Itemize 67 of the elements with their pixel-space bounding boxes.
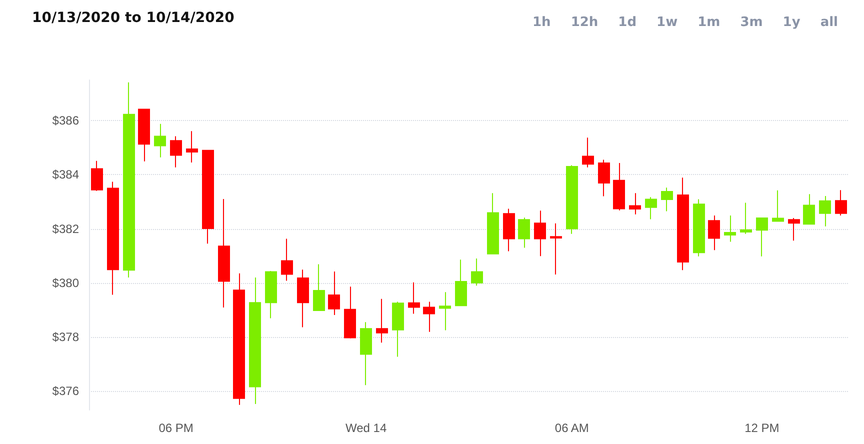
y-tick-label: $382 <box>52 222 80 236</box>
candlestick <box>629 192 641 215</box>
text: all <box>819 14 839 32</box>
candlestick <box>550 222 562 275</box>
chart-title: 10/13/2020 to 10/14/2020 <box>32 10 234 26</box>
candlestick <box>661 187 673 212</box>
candlestick <box>598 159 610 197</box>
candlestick <box>708 215 720 251</box>
candlestick <box>819 196 831 227</box>
y-tick-label: $378 <box>52 330 80 344</box>
candlestick <box>582 137 594 168</box>
candlestick <box>170 136 182 168</box>
candlestick <box>281 238 293 282</box>
candlestick <box>265 270 277 319</box>
candlestick <box>518 217 530 248</box>
candlestick <box>439 292 451 331</box>
candlestick <box>677 177 689 271</box>
candlestick <box>408 282 420 314</box>
candlestick <box>835 190 847 216</box>
candlestick <box>313 264 325 311</box>
candlestick <box>471 258 483 286</box>
text: 1h <box>532 14 552 32</box>
candlestick <box>392 301 404 358</box>
x-tick-label: 06 AM <box>554 421 589 435</box>
candlestick <box>772 190 784 222</box>
candlestick <box>788 217 800 242</box>
text: 3m <box>739 14 764 32</box>
candlestick <box>233 272 245 406</box>
y-tick-label: $376 <box>52 384 80 398</box>
candlestick <box>423 301 435 332</box>
text: 1m <box>696 14 722 32</box>
candlestick <box>186 130 198 163</box>
candlestick <box>202 150 214 244</box>
candlestick <box>344 286 356 339</box>
x-tick-label: Wed 14 <box>346 421 387 435</box>
candlestick <box>249 276 261 405</box>
candlestick <box>154 123 166 158</box>
candlestick <box>693 198 705 257</box>
candlestick <box>297 269 309 328</box>
candlestick <box>645 196 657 220</box>
candlestick <box>534 210 546 257</box>
candlestick <box>123 82 135 278</box>
candlestick <box>107 181 119 296</box>
candlestick <box>360 322 372 386</box>
x-tick-label: 06 PM <box>158 421 194 435</box>
x-tick-label: 12 PM <box>744 421 780 435</box>
candlestick <box>218 198 230 308</box>
y-tick-label: $380 <box>52 276 80 290</box>
y-tick-label: $384 <box>52 168 80 182</box>
candlestick <box>328 271 340 316</box>
candlestick <box>487 192 499 254</box>
text: 12h <box>570 14 600 32</box>
candlestick <box>803 194 815 225</box>
text: 1y <box>782 14 802 32</box>
text: 1d <box>617 14 638 32</box>
candlestick <box>740 202 752 234</box>
candlestick <box>756 217 768 257</box>
candlestick <box>613 162 625 211</box>
candlestick <box>566 164 578 234</box>
y-tick-label: $386 <box>52 114 80 128</box>
candlestick <box>376 298 388 344</box>
candlestick <box>91 160 103 192</box>
candlestick <box>455 259 467 306</box>
candlestick <box>138 108 150 162</box>
candlestick <box>503 208 515 252</box>
candlestick <box>724 215 736 242</box>
text: 1w <box>656 14 679 32</box>
